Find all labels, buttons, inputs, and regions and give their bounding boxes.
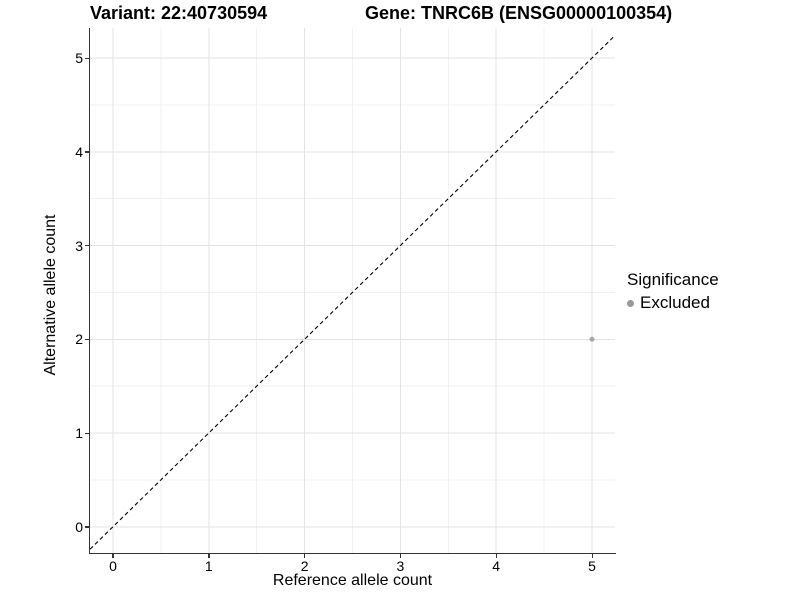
x-tick-label: 3 [396,558,405,574]
x-tick-mark [495,553,497,558]
x-tick-label: 2 [300,558,309,574]
x-tick-label: 5 [588,558,596,574]
y-tick-mark [85,151,90,153]
y-tick-label: 2 [75,331,83,348]
x-tick-mark [399,553,402,558]
y-tick-label: 5 [75,50,83,66]
y-tick-mark [85,432,90,434]
y-tick-label: 4 [75,143,83,160]
y-tick-mark [85,526,90,528]
y-axis-line [88,28,91,554]
x-tick-label: 1 [204,558,213,574]
plot-title-variant: Variant: 22:40730594 [90,3,268,23]
x-tick-mark [208,553,210,558]
data-point [589,336,595,342]
identity-line [90,35,615,550]
y-tick-mark [85,57,90,59]
plot-area [90,28,615,553]
plot-title-gene: Gene: TNRC6B (ENSG00000100354) [365,3,673,23]
legend-marker-excluded-icon [627,299,634,307]
x-tick-mark [591,553,593,558]
x-tick-label: 4 [492,558,501,574]
legend-item-label: Excluded [640,293,710,312]
x-axis-title: Reference allele count [272,572,433,589]
y-tick-label: 0 [75,518,83,535]
x-tick-label: 0 [109,558,117,574]
y-tick-label: 3 [75,237,83,254]
x-axis-line [89,552,616,555]
y-tick-mark [85,245,90,247]
x-tick-mark [304,553,306,558]
legend-title: Significance [627,270,719,289]
x-tick-mark [112,553,114,558]
y-tick-mark [85,338,90,341]
y-tick-label: 1 [75,425,83,441]
legend-item-excluded: Excluded [627,293,719,313]
plot-panel [90,28,615,553]
legend: Significance Excluded [627,270,719,313]
